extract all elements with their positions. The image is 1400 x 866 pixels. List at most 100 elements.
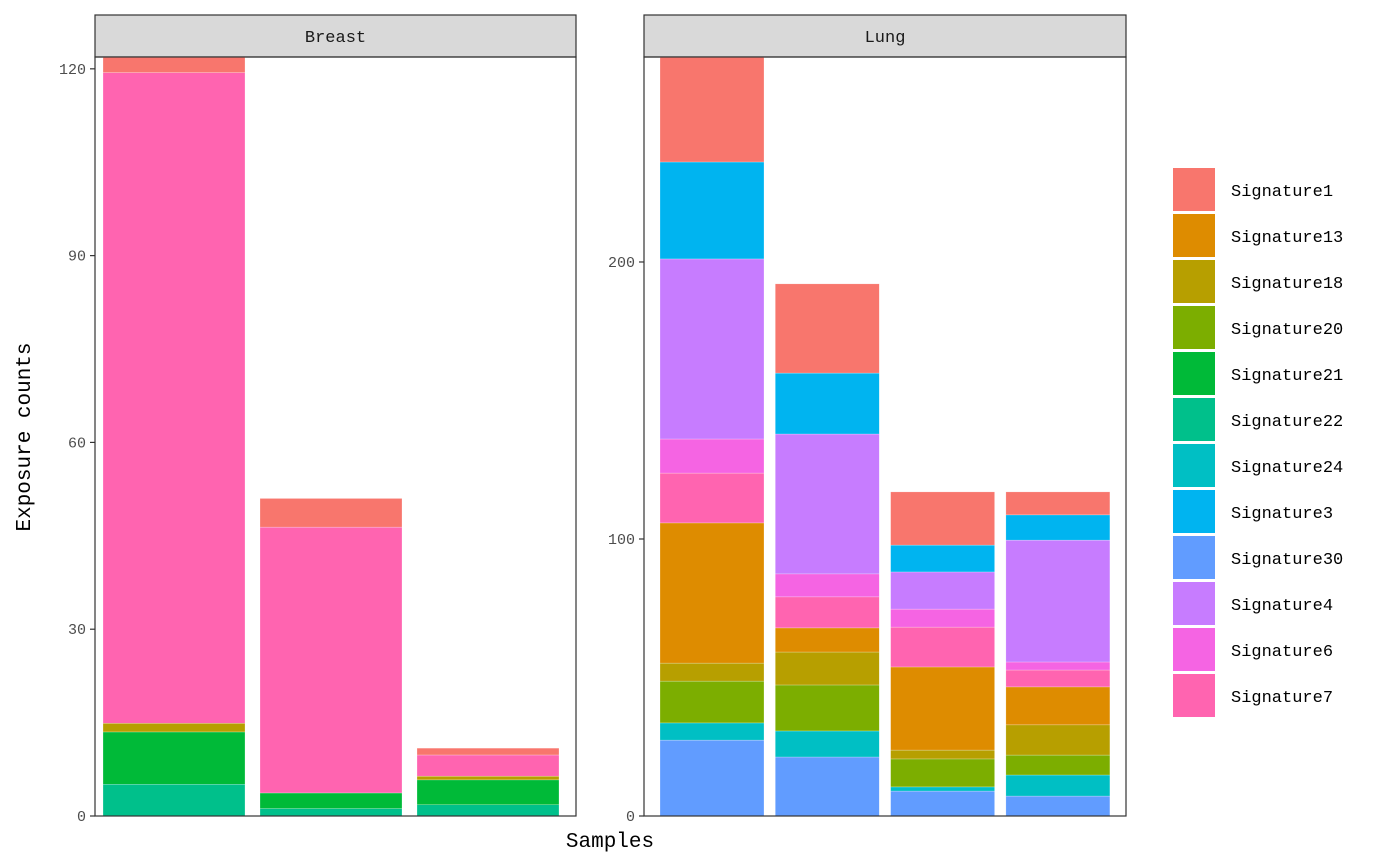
legend-label: Signature1 (1231, 183, 1333, 202)
bar-segment-signature3 (659, 161, 765, 260)
facet-strip (94, 14, 577, 58)
bar-segment-signature18 (416, 775, 560, 781)
legend-key (1173, 306, 1215, 349)
bar-segment-signature7 (1005, 669, 1111, 688)
bar-segment-signature7 (659, 472, 765, 524)
legend-label: Signature13 (1231, 229, 1343, 248)
bar-segment-signature7 (259, 526, 403, 794)
panel-lung: Lung 0 100 200 (608, 14, 1127, 826)
bar-segment-signature20 (775, 684, 880, 732)
legend-key (1173, 490, 1215, 533)
legend-label: Signature4 (1231, 597, 1333, 616)
legend-label: Signature22 (1231, 413, 1343, 432)
legend-item: Signature24 (1173, 444, 1343, 487)
y-tick-label: 60 (68, 435, 86, 452)
bar-segment-signature24 (1005, 774, 1111, 797)
bar-segment-signature6 (659, 438, 765, 474)
bar-segment-signature1 (102, 56, 246, 73)
bar-segment-signature24 (775, 730, 880, 758)
bar-segment-signature6 (775, 573, 880, 598)
bar-segment-signature7 (775, 596, 880, 629)
bar-segment-signature24 (890, 786, 995, 792)
bar-segment-signature1 (259, 498, 403, 528)
bar-segment-signature7 (102, 72, 246, 724)
bar-segment-signature24 (659, 722, 765, 741)
bar-segment-signature30 (890, 790, 995, 817)
legend-label: Signature30 (1231, 551, 1343, 570)
bar-segment-signature3 (890, 544, 995, 573)
bar-segment-signature13 (1005, 686, 1111, 726)
bar-segment-signature18 (659, 662, 765, 682)
legend-item: Signature20 (1173, 306, 1343, 349)
x-axis-title: Samples (566, 831, 654, 854)
bar-segment-signature22 (259, 808, 403, 817)
bar-segment-signature20 (1005, 754, 1111, 776)
legend-key (1173, 352, 1215, 395)
legend-item: Signature3 (1173, 490, 1333, 533)
facet-strip (643, 14, 1127, 58)
bar-segment-signature4 (890, 571, 995, 610)
legend-item: Signature6 (1173, 628, 1333, 671)
bar-segment-signature6 (890, 608, 995, 628)
legend-label: Signature6 (1231, 643, 1333, 662)
bar-segment-signature1 (1005, 491, 1111, 516)
legend-label: Signature7 (1231, 689, 1333, 708)
legend-item: Signature4 (1173, 582, 1333, 625)
bar-segment-signature1 (659, 56, 765, 163)
legend-key (1173, 582, 1215, 625)
bar-segment-signature20 (659, 680, 765, 724)
y-tick-label: 90 (68, 249, 86, 266)
legend-item: Signature18 (1173, 260, 1343, 303)
legend-key (1173, 168, 1215, 211)
y-tick-label: 100 (608, 532, 635, 549)
panel-breast: Breast 0 30 60 90 120 (59, 14, 577, 826)
bar-segment-signature7 (416, 754, 560, 777)
bar-segment-signature1 (890, 491, 995, 546)
bar-segment-signature18 (775, 651, 880, 686)
y-tick-label: 0 (626, 809, 635, 826)
legend-key (1173, 260, 1215, 303)
facet-strip-label: Breast (305, 29, 366, 48)
legend-key (1173, 398, 1215, 441)
legend-label: Signature3 (1231, 505, 1333, 524)
bar-segment-signature7 (890, 626, 995, 668)
bar-segment-signature3 (775, 372, 880, 435)
bar-segment-signature6 (1005, 661, 1111, 671)
bar-segment-signature18 (102, 723, 246, 733)
legend-item: Signature21 (1173, 352, 1343, 395)
bar-segment-signature4 (1005, 539, 1111, 663)
legend-item: Signature22 (1173, 398, 1343, 441)
bar-segment-signature20 (890, 758, 995, 788)
bar-segment-signature22 (102, 784, 246, 817)
legend-item: Signature7 (1173, 674, 1333, 717)
legend-item: Signature30 (1173, 536, 1343, 579)
panel-border (643, 56, 1127, 817)
legend-key (1173, 536, 1215, 579)
y-tick-label: 0 (77, 809, 86, 826)
bar-segment-signature30 (1005, 795, 1111, 817)
bar-segment-signature30 (775, 756, 880, 817)
legend-key (1173, 628, 1215, 671)
bar-segment-signature1 (416, 747, 560, 756)
bar-segment-signature21 (102, 731, 246, 785)
legend-label: Signature18 (1231, 275, 1343, 294)
bar-segment-signature30 (659, 739, 765, 817)
y-tick-label: 120 (59, 62, 86, 79)
bar-segment-signature1 (775, 283, 880, 374)
legend-label: Signature20 (1231, 321, 1343, 340)
y-tick-label: 30 (68, 622, 86, 639)
legend-key (1173, 444, 1215, 487)
facet-strip-label: Lung (865, 29, 906, 48)
bar-segment-signature21 (259, 792, 403, 809)
bar-segment-signature18 (890, 749, 995, 760)
bar-segment-signature3 (1005, 514, 1111, 541)
bar-segment-signature18 (1005, 724, 1111, 756)
legend-label: Signature24 (1231, 459, 1343, 478)
bar-segment-signature4 (775, 433, 880, 575)
legend-item: Signature13 (1173, 214, 1343, 257)
bar-segment-signature13 (659, 522, 765, 664)
y-axis-title: Exposure counts (14, 342, 37, 531)
legend: Signature1 Signature13 Signature18 Signatur… (1173, 168, 1343, 717)
bar-segment-signature21 (416, 779, 560, 805)
panel-border (94, 56, 577, 817)
